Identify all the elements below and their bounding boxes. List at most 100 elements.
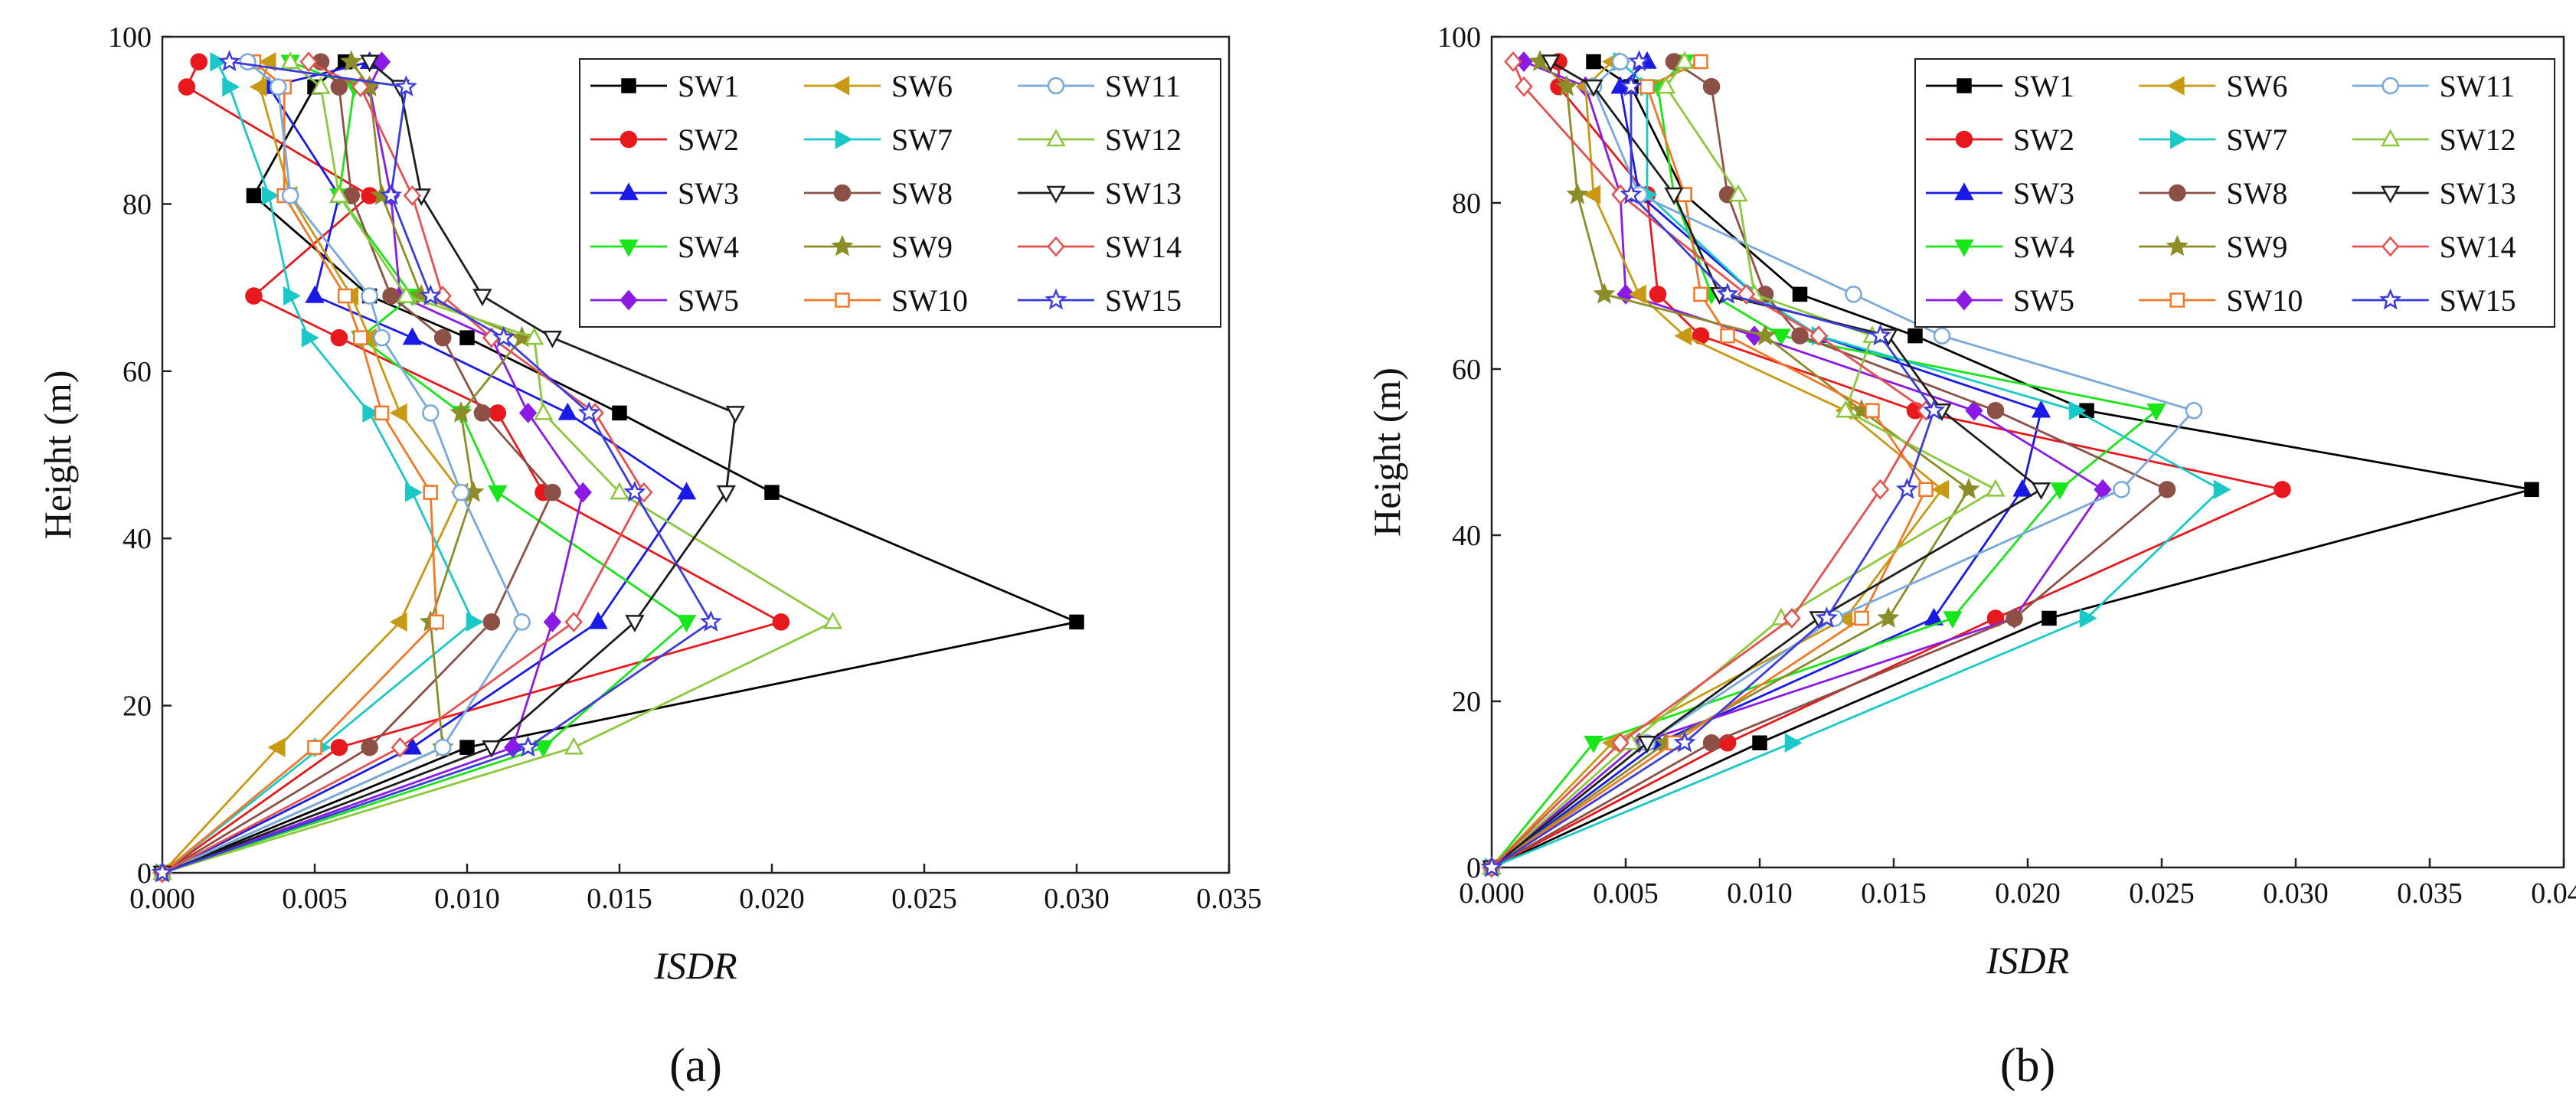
legend-marker [2381, 185, 2401, 204]
series-line-sw15 [162, 60, 712, 874]
data-point-sw12 [311, 76, 331, 94]
legend-marker [2169, 292, 2185, 308]
data-point-sw9 [1957, 478, 1980, 499]
data-point-sw11 [513, 613, 531, 631]
data-point-sw13 [1664, 187, 1684, 205]
data-point-sw8 [1702, 77, 1721, 96]
legend: SW1 SW2 SW3 SW4 SW5 SW6 SW7 SW8 SW9 SW10 SW11 SW12 S… [579, 58, 1221, 328]
data-point-sw14 [1515, 76, 1533, 97]
data-point-sw5 [574, 482, 592, 503]
y-tick-label: 60 [123, 356, 152, 388]
series-sw14 [1483, 51, 1935, 878]
data-point-sw4 [533, 740, 554, 758]
legend-label: SW12 [2440, 123, 2516, 157]
legend-marker [831, 234, 854, 256]
data-point-sw8 [1791, 327, 1809, 345]
data-point-sw2 [2274, 481, 2291, 498]
chart-panel-a: 0.000 0.005 0.010 0.015 0.020 0.025 0.030 0.035… [36, 21, 1262, 1092]
data-point-sw7 [1784, 733, 1803, 753]
data-point-sw6 [258, 52, 276, 72]
x-tick-label: 0.000 [1459, 877, 1525, 910]
legend-marker [835, 129, 853, 149]
legend-marker [835, 292, 850, 308]
data-point-sw13 [625, 615, 645, 632]
data-point-sw15 [394, 75, 417, 96]
data-point-sw9 [449, 401, 472, 423]
x-tick-label: 0.015 [1861, 877, 1927, 910]
legend-entry-sw5: SW5 [590, 283, 739, 318]
data-point-sw15 [1922, 399, 1946, 420]
data-point-sw15 [623, 480, 646, 502]
y-tick-label: 100 [1437, 21, 1481, 54]
legend-label: SW12 [1105, 123, 1182, 157]
legend-entry-sw11: SW11 [1018, 69, 1181, 103]
data-point-sw15 [217, 50, 241, 72]
legend-label: SW3 [2013, 176, 2074, 211]
data-point-sw1 [612, 405, 627, 421]
data-point-sw15 [1869, 324, 1891, 345]
data-point-sw10 [1918, 482, 1934, 498]
legend-marker [1957, 78, 1972, 93]
legend-entry-sw12: SW12 [1018, 123, 1182, 157]
legend-marker [832, 76, 850, 96]
x-axis-title: ISDR [1986, 939, 2069, 982]
data-point-sw7 [2213, 479, 2231, 499]
data-point-sw15 [1895, 478, 1919, 499]
data-point-sw1 [246, 188, 262, 204]
legend-entry-sw8: SW8 [2139, 176, 2287, 211]
legend-marker [621, 78, 636, 93]
legend-label: SW6 [891, 69, 953, 103]
data-point-sw9 [1555, 74, 1578, 96]
legend-entry-sw3: SW3 [1926, 176, 2074, 211]
x-tick-label: 0.005 [1593, 877, 1659, 910]
data-point-sw13 [716, 485, 736, 503]
legend-entry-sw12: SW12 [2352, 123, 2516, 157]
data-point-sw1 [1069, 614, 1084, 630]
legend-marker [1954, 182, 1974, 201]
series-line-sw13 [1491, 60, 2042, 869]
legend-label: SW1 [678, 69, 739, 103]
legend-marker [2169, 184, 2186, 202]
data-point-sw10 [1720, 328, 1735, 344]
legend-marker [1954, 239, 1974, 257]
data-point-sw14 [1871, 479, 1890, 500]
data-point-sw13 [1541, 54, 1561, 73]
data-point-sw4 [1943, 611, 1963, 629]
x-tick-label: 0.000 [129, 883, 195, 915]
data-point-sw12 [280, 51, 300, 70]
legend-entry-sw10: SW10 [2139, 283, 2303, 318]
data-point-sw11 [373, 328, 391, 347]
legend-entry-sw5: SW5 [1926, 283, 2074, 318]
data-point-sw15 [492, 325, 515, 348]
legend-label: SW9 [2226, 230, 2287, 264]
legend-entry-sw11: SW11 [2352, 69, 2515, 103]
data-point-sw5 [1965, 400, 1983, 421]
data-point-sw15 [379, 184, 403, 205]
legend-marker [2379, 288, 2402, 310]
x-tick-label: 0.020 [739, 883, 805, 915]
legend-label: SW13 [2440, 176, 2516, 211]
legend-entry-sw3: SW3 [590, 176, 739, 211]
x-tick-label: 0.035 [1196, 883, 1262, 915]
data-point-sw8 [2006, 609, 2023, 627]
series-line-sw5 [1491, 60, 2104, 869]
data-point-sw1 [764, 485, 780, 500]
legend-marker [1955, 130, 1973, 149]
data-point-sw1 [2524, 482, 2539, 498]
data-point-sw8 [2158, 481, 2176, 498]
data-point-sw14 [1783, 608, 1801, 629]
data-point-sw4 [2050, 482, 2070, 500]
data-point-sw12 [822, 611, 843, 629]
data-point-sw8 [1702, 734, 1721, 752]
data-point-sw1 [2042, 610, 2057, 626]
data-point-sw8 [482, 613, 501, 631]
y-tick-label: 100 [108, 21, 152, 54]
series-line-sw7 [1491, 60, 2222, 869]
legend-label: SW1 [2013, 69, 2074, 103]
data-point-sw14 [564, 611, 583, 632]
data-point-sw12 [1656, 76, 1676, 94]
data-point-sw15 [151, 861, 174, 883]
legend-label: SW3 [678, 176, 739, 211]
data-point-sw3 [557, 402, 577, 420]
data-point-sw9 [1877, 606, 1900, 628]
